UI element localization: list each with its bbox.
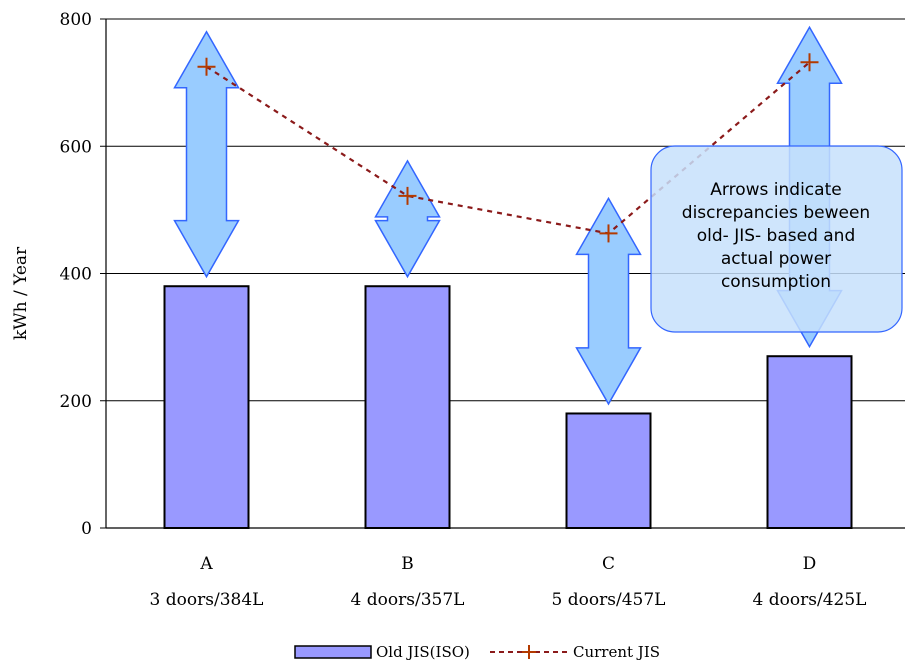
discrepancy-arrows [173, 25, 843, 406]
legend-line-label: Current JIS [573, 643, 660, 661]
legend: Old JIS(ISO) Current JIS [294, 643, 660, 661]
annotation-box-bg [650, 145, 903, 333]
category-labels: A 3 doors/384L B 4 doors/357L C 5 doors/457L D… [150, 554, 867, 610]
bar [766, 355, 853, 529]
y-tick-label: 400 [60, 265, 92, 285]
category-detail: 5 doors/457L [552, 590, 666, 610]
y-axis-label: kWh / Year [11, 246, 31, 340]
category-detail: 3 doors/384L [150, 590, 264, 610]
category-letter: D [803, 554, 817, 574]
discrepancy-arrow [575, 196, 642, 406]
y-tick-labels: 0 200 400 600 800 [60, 10, 92, 539]
category-detail: 4 doors/425L [753, 590, 867, 610]
legend-line-marker [522, 645, 536, 659]
bar-series [163, 285, 853, 530]
line-point [197, 57, 216, 76]
category-letter: C [602, 554, 615, 574]
annotation-line: actual power [721, 249, 831, 269]
category-letter: A [199, 554, 213, 574]
line-point [800, 53, 819, 72]
annotation-line: old- JIS- based and [697, 226, 856, 246]
legend-bar-label: Old JIS(ISO) [376, 643, 470, 661]
y-tick-label: 0 [81, 519, 92, 539]
line-point [398, 186, 417, 205]
annotation-line: Arrows indicate [710, 180, 841, 200]
current-jis-line [205, 61, 811, 235]
annotation-line: discrepancies beween [682, 203, 870, 223]
y-tick-label: 800 [60, 10, 92, 30]
bar [364, 285, 451, 529]
line-series [197, 53, 819, 243]
category-detail: 4 doors/357L [351, 590, 465, 610]
category-letter: B [401, 554, 414, 574]
axes [105, 19, 905, 529]
y-tick-label: 200 [60, 392, 92, 412]
annotation-line: consumption [721, 272, 831, 292]
discrepancy-arrow [374, 159, 441, 279]
bar [565, 412, 652, 530]
annotation-box: Arrows indicate discrepancies beween old- … [650, 145, 903, 333]
y-tick-label: 600 [60, 137, 92, 157]
line-point [599, 224, 618, 243]
discrepancy-arrow [173, 30, 240, 279]
bar [163, 285, 250, 529]
legend-bar-swatch [294, 645, 372, 659]
